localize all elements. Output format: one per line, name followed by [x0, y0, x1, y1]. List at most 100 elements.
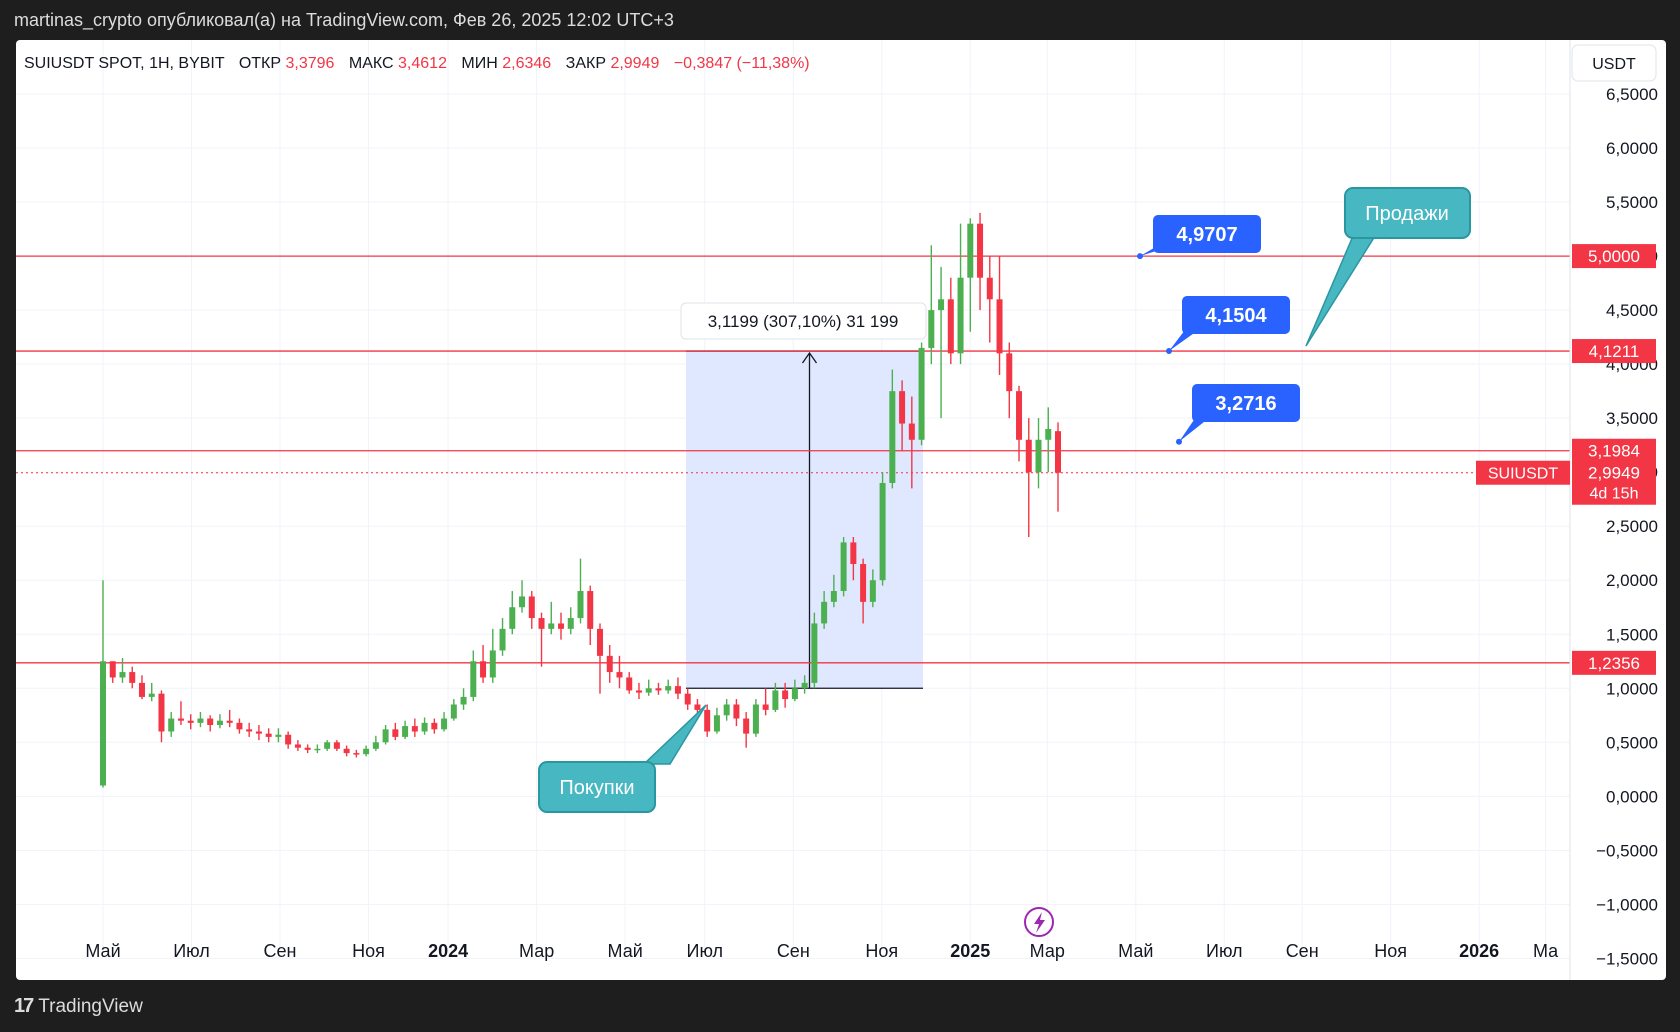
legend-close-label: ЗАКР	[566, 55, 606, 72]
candle-body	[538, 618, 545, 629]
candle	[392, 722, 399, 741]
measure-label: 3,1199 (307,10%) 31 199	[708, 312, 899, 331]
candle-body	[850, 542, 857, 565]
legend-high-label: МАКС	[349, 55, 394, 72]
candle	[314, 744, 321, 754]
candle	[324, 740, 331, 751]
candle	[655, 682, 662, 695]
candle-body	[967, 223, 974, 278]
candle-body	[830, 591, 837, 602]
candle-body	[519, 596, 526, 608]
candle	[879, 472, 886, 586]
candle-body	[986, 277, 993, 300]
time-tick-label: 2026	[1459, 941, 1499, 961]
candle-body	[947, 299, 954, 354]
candle	[372, 735, 379, 751]
price-tick-label: 2,0000	[1606, 571, 1658, 590]
candle-body	[869, 580, 876, 602]
legend-low-label: МИН	[461, 55, 497, 72]
sell-note-box	[1344, 187, 1471, 239]
candle	[821, 591, 828, 629]
publisher-header: martinas_crypto опубликовал(а) на Tradin…	[14, 10, 674, 30]
candle	[606, 645, 613, 683]
price-tick-label: −0,5000	[1596, 841, 1658, 860]
price-callout-box	[1153, 215, 1261, 253]
sell-note: Продажи	[1305, 187, 1471, 347]
price-tick-label: 0,5000	[1606, 733, 1658, 752]
level-price-label: 5,0000	[1588, 247, 1640, 266]
candle	[158, 690, 165, 743]
last-price-tag	[1572, 460, 1656, 505]
candle-body	[918, 347, 925, 440]
legend-low: 2,6346	[502, 55, 551, 72]
tradingview-logo-icon: 17	[14, 995, 34, 1017]
level-price-label: 4,1211	[1589, 342, 1640, 361]
tradingview-logo[interactable]: 17 TradingView	[14, 995, 143, 1018]
candle	[441, 712, 448, 732]
price-axis: 6,50006,00005,50005,00004,50004,00003,50…	[1596, 85, 1658, 968]
candle	[236, 718, 243, 734]
candle	[762, 688, 769, 716]
candle	[1035, 418, 1042, 489]
candle-body	[197, 718, 204, 723]
candle	[938, 266, 945, 419]
price-tick-label: 4,5000	[1606, 301, 1658, 320]
candle-body	[811, 623, 818, 683]
legend-open: 3,3796	[285, 55, 334, 72]
candle-body	[499, 628, 506, 651]
lightning-icon[interactable]	[1024, 907, 1054, 937]
candle-body	[1055, 431, 1061, 473]
candle-body	[489, 650, 496, 678]
candle	[567, 607, 574, 635]
candle-body	[168, 718, 175, 732]
symbol-tag	[1476, 460, 1570, 485]
price-tick-label: 5,5000	[1606, 193, 1658, 212]
candle-body	[723, 704, 730, 716]
candle-body	[752, 704, 759, 734]
candle-body	[840, 542, 847, 592]
candle	[752, 699, 759, 737]
candle-body	[596, 628, 603, 656]
price-tick-label: 2,5000	[1606, 517, 1658, 536]
candle-body	[343, 748, 350, 754]
price-chart[interactable]: 3,1199 (307,10%) 31 199 4,9707 4,1504 3,27…	[16, 40, 1666, 980]
candle-body	[314, 748, 321, 751]
currency-button[interactable]	[1571, 44, 1657, 82]
candle-body	[129, 672, 136, 683]
candle	[1006, 342, 1013, 419]
candle-body	[528, 596, 535, 619]
price-tick-label: 1,5000	[1606, 625, 1658, 644]
candle-body	[304, 747, 311, 750]
candle-body	[635, 690, 642, 693]
candle-body	[908, 423, 915, 440]
time-tick-label: Май	[608, 941, 643, 961]
candle-body	[1045, 428, 1052, 440]
candle-body	[509, 607, 516, 629]
chart-frame[interactable]: 3,1199 (307,10%) 31 199 4,9707 4,1504 3,27…	[16, 40, 1666, 980]
candle-body	[421, 722, 428, 732]
candle-body	[158, 693, 165, 732]
time-tick-label: Июл	[1206, 941, 1243, 961]
price-tick-label: 0,0000	[1606, 787, 1658, 806]
candle	[168, 712, 175, 737]
candle	[382, 725, 389, 745]
candle-body	[109, 661, 116, 678]
candle	[197, 712, 204, 728]
candle	[899, 380, 906, 451]
candle-body	[665, 686, 672, 691]
candle-body	[480, 661, 487, 678]
candle-body	[713, 715, 720, 732]
candle	[519, 580, 526, 613]
candle	[830, 574, 837, 608]
candle	[723, 699, 730, 721]
candle-body	[1016, 391, 1023, 440]
footer-brand: TradingView	[38, 995, 143, 1017]
candle	[100, 580, 106, 788]
level-price-label: 1,2356	[1588, 654, 1640, 673]
candle	[363, 745, 370, 757]
candle	[333, 740, 340, 751]
candle	[148, 682, 155, 702]
candle-body	[889, 391, 896, 483]
time-axis: Май Июл Сен Ноя 2024 Мар Май Июл Сен Ноя 2025 Мар Ма…	[85, 941, 1559, 961]
candle	[294, 740, 301, 751]
